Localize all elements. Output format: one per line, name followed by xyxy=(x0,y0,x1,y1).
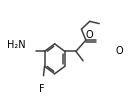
Text: O: O xyxy=(116,46,123,56)
Text: H₂N: H₂N xyxy=(7,40,25,50)
Text: F: F xyxy=(39,84,45,94)
Text: O: O xyxy=(86,30,93,40)
